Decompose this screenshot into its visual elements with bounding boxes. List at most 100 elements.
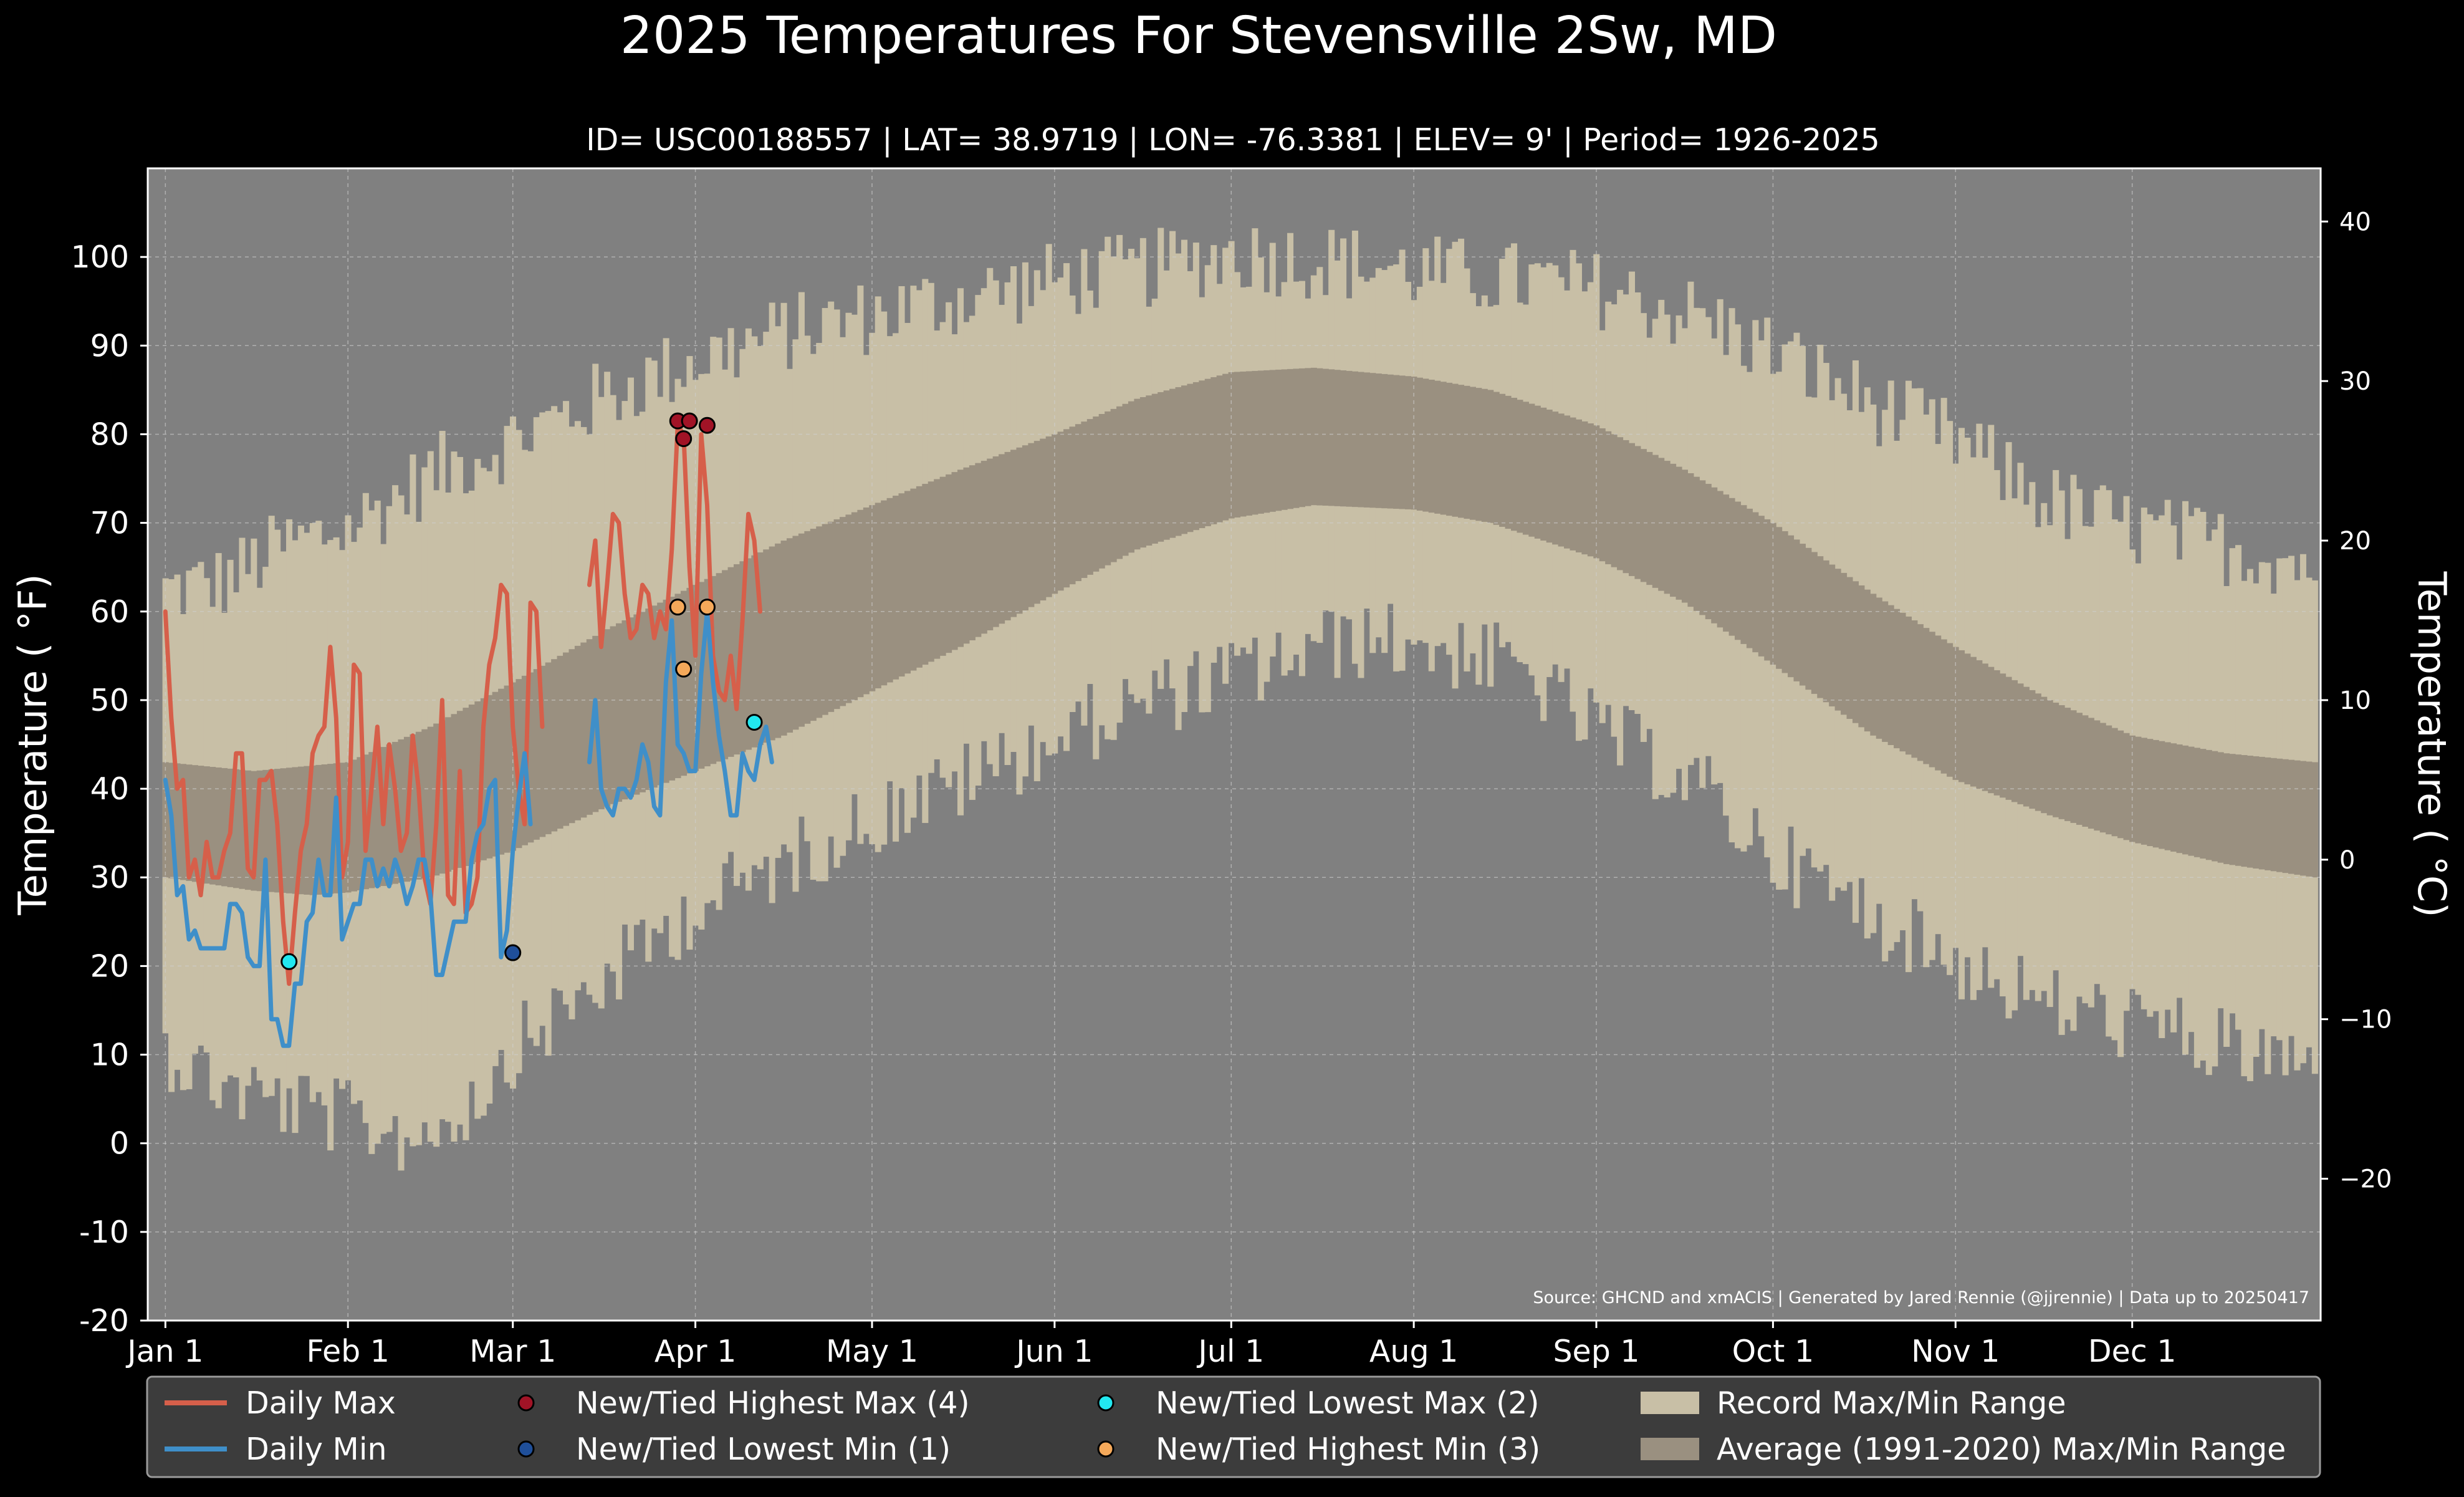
y-right-tick-label: −20 — [2339, 1165, 2392, 1194]
normal-range-bar — [439, 720, 446, 874]
normal-range-bar — [722, 570, 729, 759]
chart-title: 2025 Temperatures For Stevensville 2Sw, … — [620, 6, 1777, 65]
normal-range-bar — [1351, 371, 1358, 508]
legend-label: Daily Min — [246, 1432, 387, 1467]
normal-range-bar — [445, 717, 452, 872]
normal-range-bar — [1899, 612, 1906, 752]
normal-range-bar — [268, 769, 275, 892]
normal-range-bar — [1670, 463, 1677, 597]
y-tick-label: 100 — [70, 239, 129, 275]
normal-range-bar — [1717, 491, 1723, 628]
normal-range-bar — [1505, 395, 1512, 529]
y-right-tick-label: 20 — [2339, 527, 2371, 556]
normal-range-bar — [2135, 736, 2142, 844]
normal-range-bar — [2029, 690, 2036, 809]
legend-item-record-range: Record Max/Min Range — [1641, 1385, 2066, 1421]
normal-range-bar — [610, 626, 616, 804]
normal-range-bar — [468, 705, 475, 864]
normal-range-bar — [1793, 539, 1800, 681]
legend-label: Daily Max — [246, 1385, 396, 1421]
normal-range-bar — [492, 691, 499, 857]
normal-range-bar — [1699, 480, 1706, 615]
normal-range-bar — [1687, 473, 1694, 607]
normal-range-bar — [787, 538, 793, 733]
legend-box — [146, 1375, 2321, 1478]
normal-range-bar — [1252, 370, 1258, 515]
normal-range-bar — [1275, 369, 1282, 511]
normal-range-bar — [1010, 450, 1017, 617]
normal-range-bar — [1340, 370, 1347, 507]
normal-range-bar — [504, 685, 511, 853]
normal-range-bar — [1411, 377, 1417, 510]
y-axis-label-left: Temperature ( °F) — [10, 574, 55, 915]
normal-range-bar — [804, 531, 811, 724]
x-tick-label: Sep 1 — [1553, 1334, 1639, 1369]
y-tick-label: 80 — [90, 416, 129, 452]
normal-range-bar — [1581, 421, 1588, 555]
normal-range-bar — [881, 500, 888, 686]
normal-range-bar — [1334, 370, 1341, 506]
normal-range-bar — [2176, 744, 2183, 854]
normal-range-bar — [2011, 680, 2018, 802]
normal-range-bar — [1098, 413, 1105, 569]
normal-range-bar — [651, 605, 658, 788]
record-point-new-high-max — [698, 416, 716, 434]
normal-range-bar — [1381, 373, 1388, 509]
normal-range-bar — [1575, 419, 1582, 552]
normal-range-bar — [1033, 441, 1040, 604]
y-right-tick-label: 0 — [2339, 846, 2355, 875]
record-points — [280, 412, 763, 970]
normal-range-bar — [1004, 451, 1011, 620]
normal-range-bar — [1746, 508, 1753, 648]
normal-range-bar — [851, 512, 858, 700]
normal-range-bar — [574, 645, 581, 821]
normal-range-bar — [1440, 382, 1447, 515]
normal-range-bar — [2276, 758, 2283, 872]
y-tick-label: 10 — [90, 1037, 129, 1073]
normal-range-bar — [2188, 746, 2195, 856]
normal-range-bar — [922, 484, 929, 665]
normal-range-bar — [1416, 377, 1423, 511]
normal-range-bar — [1263, 370, 1270, 513]
normal-range-bar — [2170, 743, 2177, 852]
normal-range-bar — [2140, 738, 2147, 845]
normal-range-bar — [2306, 761, 2313, 877]
normal-range-bar — [203, 766, 210, 884]
plot-frame — [146, 167, 2322, 1322]
normal-range-bar — [1611, 434, 1618, 567]
normal-range-bar — [1139, 397, 1146, 548]
normal-range-bar — [2164, 742, 2171, 850]
normal-range-bar — [350, 759, 357, 892]
normal-range-bar — [480, 698, 487, 860]
normal-range-bar — [1281, 369, 1288, 510]
normal-range-bar — [2023, 686, 2030, 807]
normal-range-bar — [533, 669, 540, 840]
normal-range-bar — [1240, 371, 1247, 517]
normal-range-bar — [1105, 411, 1111, 566]
normal-range-bar — [1305, 368, 1311, 506]
normal-range-bar — [1158, 392, 1164, 542]
normal-range-bar — [2099, 723, 2106, 833]
normal-range-bar — [1882, 601, 1889, 742]
normal-range-bar — [1069, 426, 1076, 585]
normal-range-bar — [451, 714, 458, 870]
normal-range-bar — [398, 739, 405, 883]
normal-range-bar — [2005, 676, 2012, 800]
normal-range-bar — [792, 536, 799, 730]
daily-series — [163, 423, 774, 1048]
normal-range-bar — [2193, 748, 2200, 857]
normal-range-bar — [2041, 696, 2048, 814]
y-tick-label: 90 — [90, 328, 129, 363]
y-right-tick-label: −10 — [2339, 1006, 2392, 1034]
normal-range-bar — [251, 771, 257, 891]
normal-range-bar — [1022, 445, 1028, 610]
normal-range-bar — [315, 764, 322, 895]
y-right-tick-label: 10 — [2339, 686, 2371, 715]
normal-range-bar — [309, 765, 316, 895]
normal-range-bar — [1269, 370, 1276, 512]
normal-range-bar — [498, 688, 505, 855]
normal-range-bar — [1929, 632, 1935, 768]
record-point-new-high-max — [675, 430, 693, 448]
normal-range-bar — [1404, 376, 1412, 509]
normal-range-bar — [1758, 516, 1765, 657]
